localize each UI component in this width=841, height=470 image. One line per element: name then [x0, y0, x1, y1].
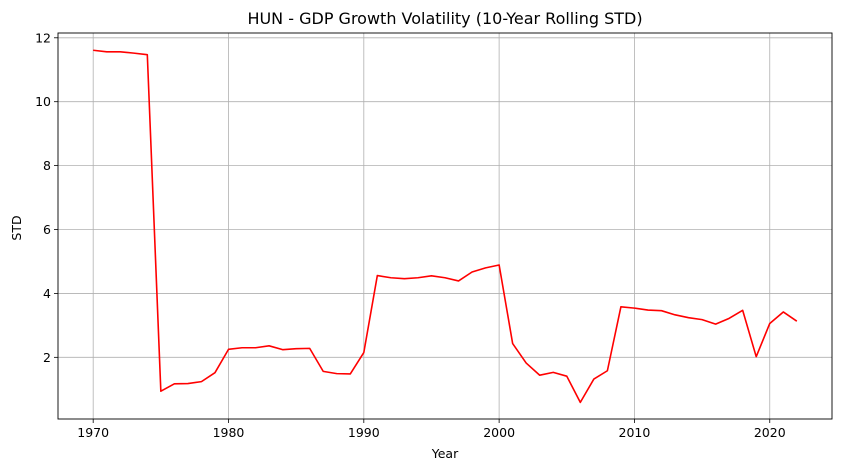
x-tick-label: 2010 [619, 425, 651, 440]
axis-ticks: 1970 1980 1990 2000 2010 2020 2 4 6 8 10 12 [35, 30, 786, 440]
x-tick-label: 2000 [483, 425, 515, 440]
y-axis-label: STD [9, 215, 24, 240]
y-tick-label: 10 [35, 94, 51, 109]
y-tick-label: 8 [43, 158, 51, 173]
plot-frame [57, 32, 833, 420]
grid-lines [58, 33, 832, 419]
y-tick-label: 6 [43, 222, 51, 237]
y-tick-label: 2 [43, 350, 51, 365]
y-tick-label: 4 [43, 286, 51, 301]
series-line [93, 49, 798, 404]
x-tick-label: 1970 [77, 425, 109, 440]
series-layer [93, 49, 798, 404]
x-tick-label: 2020 [754, 425, 786, 440]
x-tick-label: 1990 [348, 425, 380, 440]
x-axis-label: Year [431, 446, 459, 461]
chart-title: HUN - GDP Growth Volatility (10-Year Rol… [247, 9, 642, 28]
y-tick-label: 12 [35, 30, 51, 45]
x-tick-label: 1980 [213, 425, 245, 440]
